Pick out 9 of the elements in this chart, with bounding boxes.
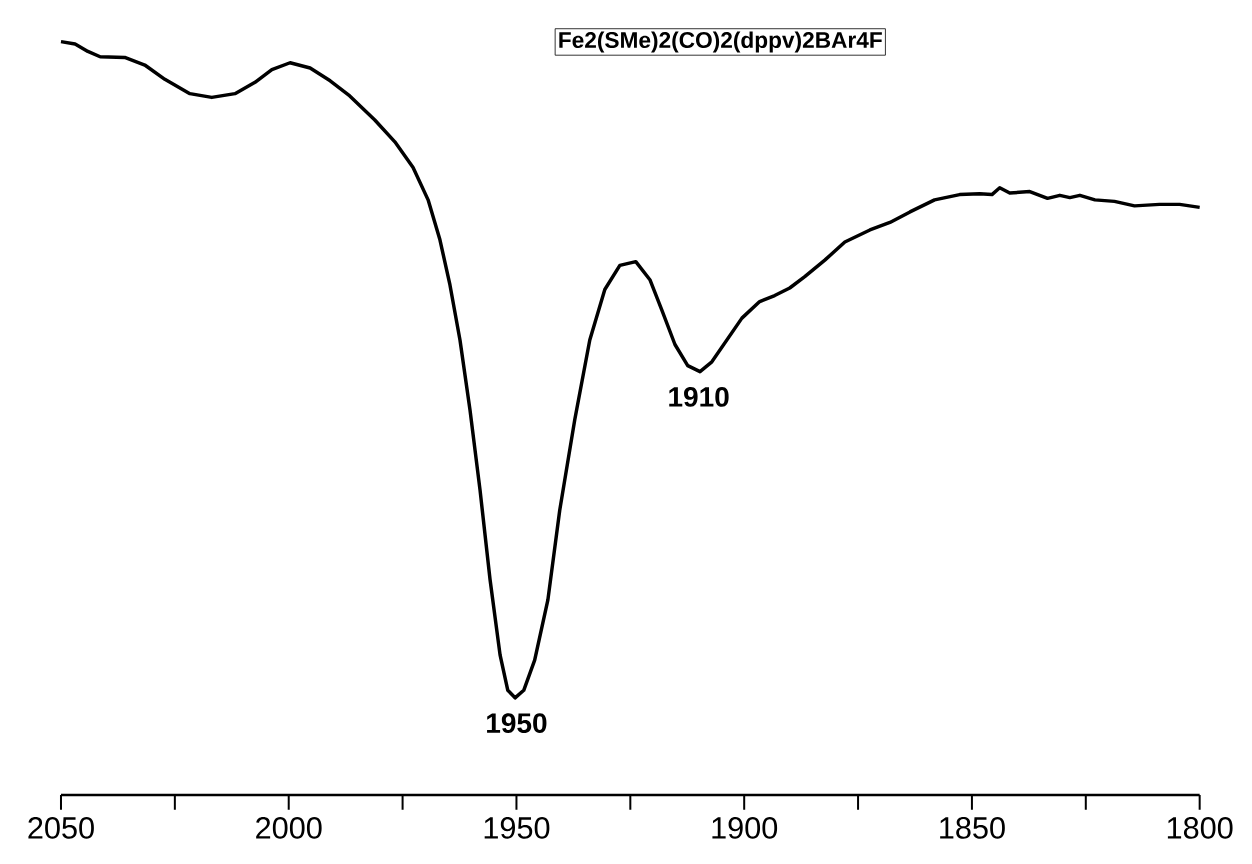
x-tick-label: 1800 [1167, 817, 1233, 839]
annotation: 1910 [669, 387, 729, 407]
x-tick-label: 1950 [484, 817, 550, 839]
x-tick-label: 1900 [712, 817, 778, 839]
chart-title: Fe2(SMe)2(CO)2(dppv)2BAr4F [559, 31, 882, 53]
x-tick-label: 2000 [256, 817, 322, 839]
x-tick-label: 2050 [28, 817, 94, 839]
annotation: 1950 [487, 713, 547, 734]
x-tick-label: 1850 [940, 817, 1005, 839]
